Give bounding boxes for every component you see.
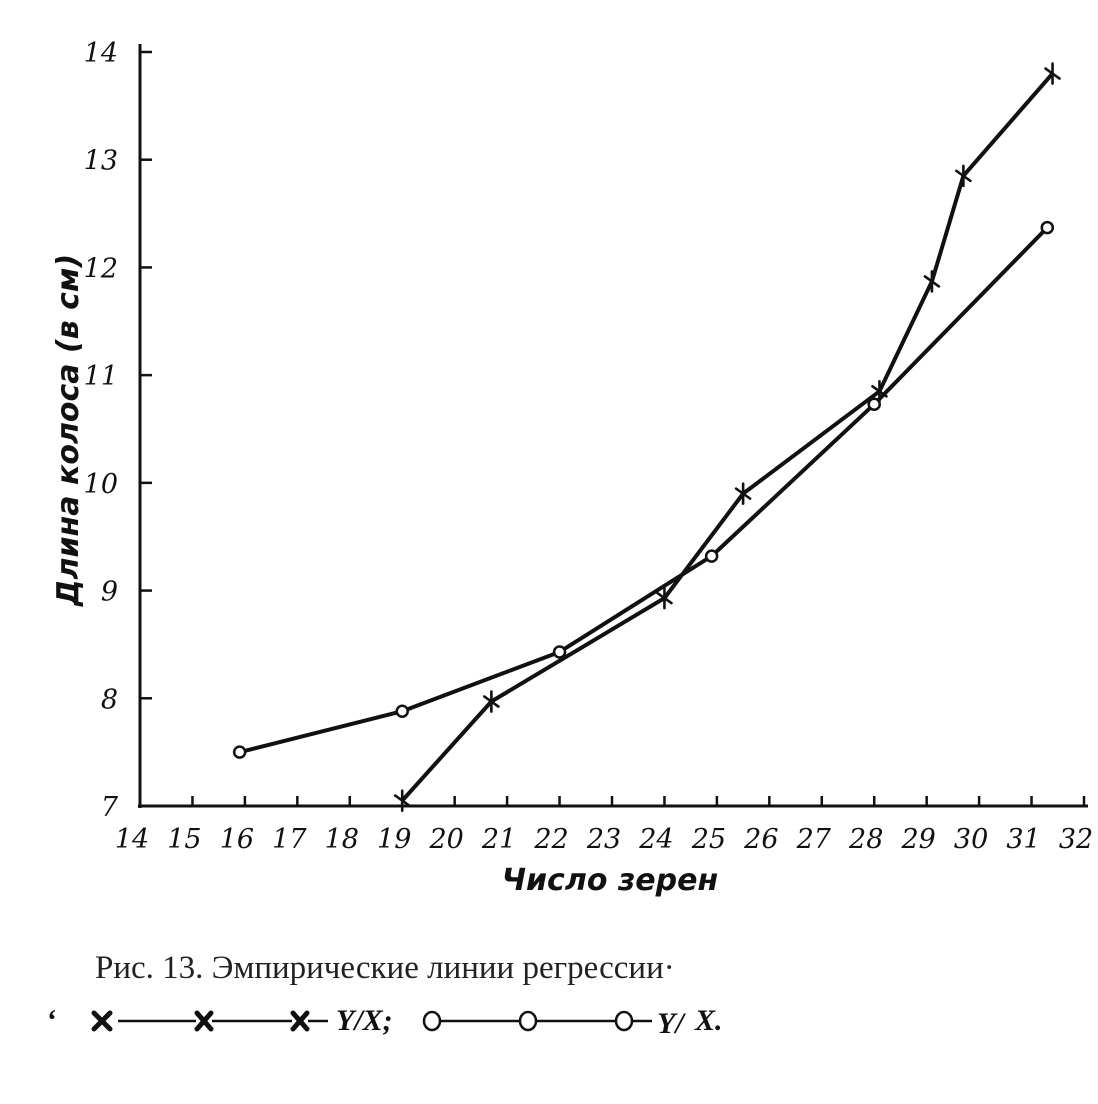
legend-cross-label: Y/X; [336,1004,393,1037]
cross-point-4 [734,482,752,505]
circle-point-1 [232,745,247,759]
cross-point-diagonal [923,275,941,288]
x-tick-label-27: 27 [796,824,832,855]
cross-point-3 [656,586,673,610]
x-tick-label-16: 16 [220,824,254,855]
y-tick-label-10: 10 [84,469,118,500]
x-tick-label-30: 30 [954,824,988,855]
x-tick-label-31: 31 [1006,824,1040,855]
cross-point-diagonal [393,794,411,807]
x-tick-label-29: 29 [900,824,935,855]
x-tick-label-23: 23 [586,824,621,855]
cross-point-1 [393,789,411,812]
circle-point-5 [867,397,881,411]
cross-point-diagonal [656,591,673,605]
y-tick-label-11: 11 [84,361,118,392]
x-axis-title: Число зерен [502,863,718,898]
y-tick-label-12: 12 [84,253,118,284]
figure-caption: Рис. 13. Эмпирические линии регрессии· [95,950,675,986]
legend-cross-marker-1 [91,1010,113,1032]
axes [138,44,1088,808]
y-tick-label-14: 14 [84,38,118,69]
legend-cross-series [91,1010,328,1032]
x-tick-label-24: 24 [638,824,673,855]
y-tick-label-8: 8 [101,684,118,715]
legend-mark: ‘ [46,1004,56,1037]
x-tick-label-25: 25 [691,824,726,855]
x-tick-label-22: 22 [533,824,568,855]
cross-point-7 [955,164,972,188]
series-line-cross [400,72,1055,802]
legend-circle-label: X. [695,1004,723,1037]
y-tick-label-9: 9 [101,577,118,608]
tick-marks [140,50,1086,806]
x-tick-label-18: 18 [325,824,359,855]
cross-point-diagonal [955,169,972,183]
legend-circle-series: Y/ [422,1007,686,1040]
cross-point-2 [483,690,500,713]
series-line-circle [239,226,1049,755]
circle-point-3 [552,645,567,659]
x-tick-labels: 14 15 16 17 18 19 20 21 22 23 24 25 26 27 28 29 30 31 32 [115,824,1093,855]
x-tick-label-21: 21 [481,824,516,855]
legend-glyphs: Y/ [91,1007,686,1040]
circle-point-4 [704,549,719,563]
x-tick-label-20: 20 [428,824,463,855]
circle-point-6 [1040,220,1055,235]
legend-cross-marker-3 [290,1010,310,1032]
x-tick-label-26: 26 [743,824,778,855]
cross-point-5 [871,379,888,403]
series-points [232,62,1061,812]
cross-point-diagonal [483,695,500,708]
cross-point-diagonal [734,487,752,500]
legend-y-letter: Y/ [657,1007,686,1040]
cross-point-6 [923,270,941,293]
cross-point-diagonal [871,384,888,398]
x-tick-label-28: 28 [848,824,883,855]
y-tick-label-7: 7 [101,792,119,823]
x-tick-label-17: 17 [272,824,307,855]
x-tick-label-15: 15 [167,824,201,855]
x-tick-label-14: 14 [115,824,149,855]
y-tick-labels: 7 8 9 10 11 12 13 14 [84,38,119,823]
series-lines [239,72,1055,802]
y-axis-title: Длина колоса (в см) [51,254,86,607]
circle-point-2 [395,704,409,718]
y-tick-label-13: 13 [84,146,118,177]
legend-cross-marker-2 [194,1010,214,1032]
cross-point-diagonal [1044,67,1061,80]
cross-point-8 [1044,62,1061,85]
x-tick-label-32: 32 [1059,824,1093,855]
x-tick-label-19: 19 [377,824,411,855]
